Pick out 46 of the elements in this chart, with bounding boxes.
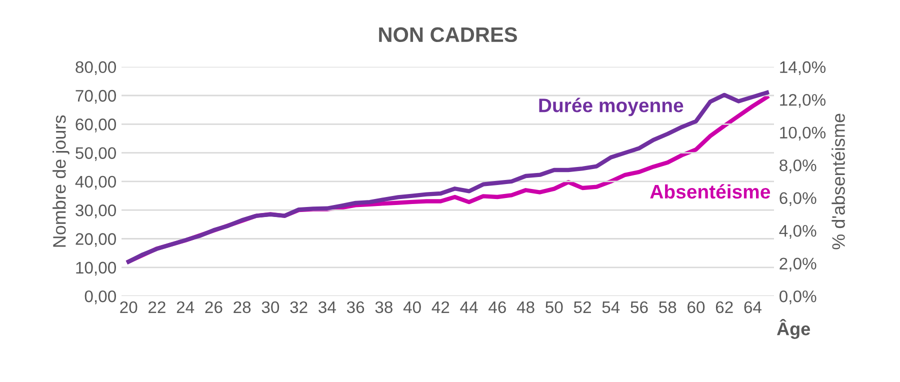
x-tick-label: 28 — [234, 301, 251, 314]
y-tick-label: 30,00 — [76, 204, 116, 218]
y-tick-label: 50,00 — [76, 147, 116, 161]
y2-axis-title: % d'absentéisme — [831, 114, 845, 250]
y2-tick-label: 4,0% — [779, 224, 816, 239]
x-tick-label: 60 — [688, 301, 705, 314]
y-tick-label: 70,00 — [76, 90, 116, 104]
x-tick-label: 50 — [546, 301, 563, 314]
x-tick-label: 42 — [432, 301, 450, 313]
y2-tick-label: 0,0% — [780, 290, 816, 304]
series-label: Durée moyenne — [539, 98, 684, 116]
y-tick-label: 60,00 — [76, 118, 116, 132]
y2-tick-label: 10,0% — [780, 126, 826, 141]
x-tick-label: 64 — [744, 301, 762, 314]
y2-tick-label: 8,0% — [780, 159, 816, 174]
y-tick-label: 80,00 — [76, 61, 116, 76]
x-tick-label: 40 — [403, 301, 421, 314]
x-tick-label: 26 — [205, 301, 222, 314]
x-tick-label: 46 — [488, 301, 506, 314]
y2-tick-label: 12,0% — [780, 94, 826, 108]
x-tick-label: 44 — [460, 302, 478, 313]
x-tick-label: 22 — [148, 301, 166, 313]
y-tick-label: 40,00 — [75, 176, 116, 190]
x-tick-label: 30 — [262, 301, 280, 314]
x-tick-label: 34 — [318, 301, 336, 314]
x-tick-label: 36 — [346, 301, 364, 314]
y-tick-label: 0,00 — [84, 290, 116, 304]
y-axis-title: Nombre de jours — [52, 115, 70, 247]
x-tick-label: 62 — [716, 301, 733, 314]
chart-title: NON CADRES — [379, 27, 517, 42]
y-tick-label: 10,00 — [76, 262, 116, 276]
x-tick-label: 58 — [659, 301, 676, 314]
x-tick-label: 38 — [375, 301, 392, 314]
x-tick-label: 24 — [176, 301, 194, 313]
x-axis-title: Âge — [776, 318, 810, 339]
x-tick-label: 20 — [120, 301, 138, 314]
x-tick-label: 48 — [516, 301, 534, 314]
series-label: Absentéisme — [650, 184, 770, 199]
x-tick-label: 52 — [574, 301, 591, 314]
y2-tick-label: 2,0% — [780, 258, 816, 272]
y2-tick-label: 14,0% — [780, 61, 826, 76]
y2-tick-label: 6,0% — [780, 192, 816, 206]
x-tick-label: 56 — [630, 301, 648, 314]
x-tick-label: 32 — [290, 301, 308, 314]
x-tick-label: 54 — [602, 302, 620, 314]
y-tick-label: 20,00 — [76, 233, 116, 247]
